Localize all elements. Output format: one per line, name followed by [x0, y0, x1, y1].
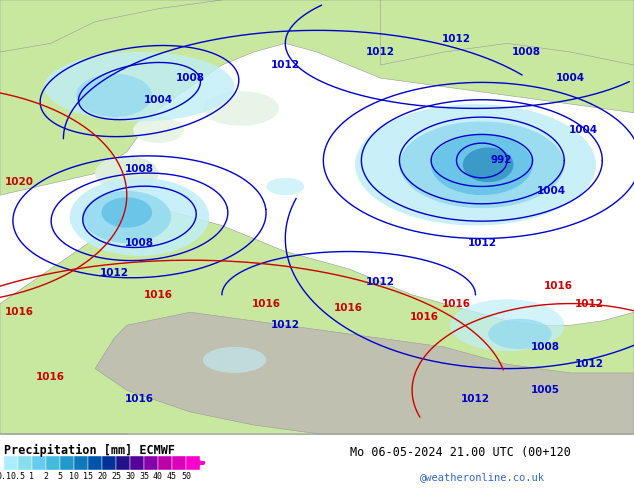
- Text: 1008: 1008: [531, 342, 560, 352]
- Bar: [172, 456, 186, 470]
- Polygon shape: [95, 312, 634, 434]
- Bar: [18, 456, 32, 470]
- Polygon shape: [380, 0, 634, 65]
- Bar: [144, 456, 158, 470]
- Text: 1004: 1004: [537, 186, 566, 196]
- Text: 1012: 1012: [575, 298, 604, 309]
- Ellipse shape: [95, 156, 158, 191]
- Ellipse shape: [70, 178, 209, 256]
- Text: 30: 30: [125, 472, 135, 481]
- Text: 1: 1: [30, 472, 34, 481]
- Ellipse shape: [44, 52, 235, 122]
- Ellipse shape: [203, 347, 266, 373]
- Text: 1016: 1016: [252, 298, 281, 309]
- Text: 50: 50: [181, 472, 191, 481]
- Text: 25: 25: [111, 472, 121, 481]
- Text: 1016: 1016: [125, 394, 154, 404]
- Text: 1016: 1016: [36, 372, 65, 382]
- Text: 5: 5: [58, 472, 63, 481]
- Text: 1012: 1012: [100, 268, 129, 278]
- Text: 1004: 1004: [144, 95, 173, 105]
- Bar: [116, 456, 130, 470]
- Text: 1004: 1004: [569, 125, 598, 135]
- Polygon shape: [0, 0, 222, 52]
- Polygon shape: [0, 338, 158, 434]
- Ellipse shape: [133, 117, 184, 143]
- Ellipse shape: [431, 134, 533, 195]
- Polygon shape: [0, 208, 634, 434]
- Ellipse shape: [450, 299, 564, 351]
- Text: 1016: 1016: [442, 298, 471, 309]
- Ellipse shape: [266, 178, 304, 195]
- Ellipse shape: [488, 318, 552, 349]
- Bar: [102, 456, 116, 470]
- Text: 1008: 1008: [125, 164, 154, 174]
- Text: 1008: 1008: [125, 238, 154, 248]
- Text: @weatheronline.co.uk: @weatheronline.co.uk: [420, 472, 545, 482]
- Text: 1016: 1016: [410, 312, 439, 321]
- Bar: [32, 456, 46, 470]
- Text: 1005: 1005: [531, 385, 560, 395]
- Text: 10: 10: [69, 472, 79, 481]
- Text: 1008: 1008: [176, 73, 205, 83]
- Ellipse shape: [101, 197, 152, 228]
- Text: 15: 15: [83, 472, 93, 481]
- Text: 0.1: 0.1: [0, 472, 11, 481]
- Text: Precipitation [mm] ECMWF: Precipitation [mm] ECMWF: [4, 444, 175, 457]
- Text: 1016: 1016: [4, 307, 34, 317]
- Text: 45: 45: [167, 472, 177, 481]
- Text: 35: 35: [139, 472, 149, 481]
- Text: 40: 40: [153, 472, 163, 481]
- Text: 0.5: 0.5: [11, 472, 25, 481]
- Bar: [60, 456, 74, 470]
- Bar: [74, 456, 88, 470]
- Bar: [88, 456, 102, 470]
- Text: 992: 992: [490, 155, 512, 166]
- Text: 1020: 1020: [4, 177, 34, 187]
- Ellipse shape: [76, 74, 152, 117]
- Text: 1012: 1012: [271, 320, 300, 330]
- Bar: [186, 456, 200, 470]
- Text: 1016: 1016: [334, 303, 363, 313]
- Polygon shape: [0, 0, 634, 195]
- Bar: [130, 456, 144, 470]
- Text: 1016: 1016: [543, 281, 573, 291]
- Text: 1012: 1012: [271, 60, 300, 70]
- Text: 1008: 1008: [512, 47, 541, 57]
- Text: Mo 06-05-2024 21.00 UTC (00+120: Mo 06-05-2024 21.00 UTC (00+120: [350, 446, 571, 459]
- Ellipse shape: [82, 191, 171, 243]
- Bar: [4, 456, 18, 470]
- Ellipse shape: [463, 147, 514, 182]
- Text: 2: 2: [44, 472, 48, 481]
- Ellipse shape: [355, 104, 596, 225]
- Bar: [46, 456, 60, 470]
- Ellipse shape: [399, 122, 564, 208]
- Text: 1012: 1012: [366, 277, 395, 287]
- Text: 20: 20: [97, 472, 107, 481]
- Text: 1012: 1012: [442, 34, 471, 44]
- Text: 1016: 1016: [144, 290, 173, 300]
- Text: 1012: 1012: [461, 394, 490, 404]
- Text: 1012: 1012: [366, 47, 395, 57]
- Text: 1012: 1012: [575, 359, 604, 369]
- Text: 1004: 1004: [556, 73, 585, 83]
- Polygon shape: [0, 338, 158, 434]
- Ellipse shape: [203, 91, 279, 126]
- Bar: [158, 456, 172, 470]
- Text: 1012: 1012: [467, 238, 496, 248]
